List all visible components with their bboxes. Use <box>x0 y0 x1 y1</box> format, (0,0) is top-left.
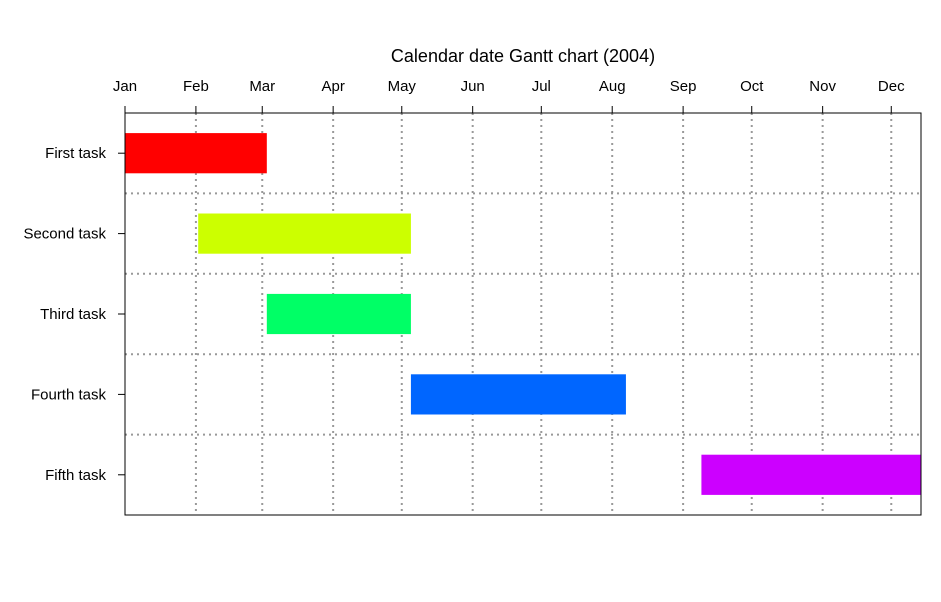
chart-title: Calendar date Gantt chart (2004) <box>391 46 655 66</box>
task-label: Fifth task <box>45 467 106 484</box>
task-label: Third task <box>40 306 106 323</box>
task-bars <box>125 133 921 495</box>
x-tick-label: Aug <box>599 78 626 95</box>
x-tick-label: May <box>388 78 417 95</box>
x-tick-label: Mar <box>249 78 275 95</box>
x-tick-label: Oct <box>740 78 764 95</box>
task-label: First task <box>45 145 106 162</box>
x-tick-label: Dec <box>878 78 905 95</box>
task-bar <box>701 454 921 495</box>
x-tick-label: Nov <box>809 78 836 95</box>
task-label: Second task <box>23 226 106 243</box>
x-tick-label: Jun <box>461 78 485 95</box>
task-bar <box>198 213 411 254</box>
x-tick-label: Feb <box>183 78 209 95</box>
x-tick-label: Jul <box>532 78 551 95</box>
y-axis: First task Second task Third task Fourth ta… <box>23 145 125 484</box>
x-tick-label: Sep <box>670 78 697 95</box>
task-bar <box>410 374 626 415</box>
x-axis: Jan Feb Mar Apr May Jun Jul Aug Sep Oct Nov Dec <box>113 78 905 113</box>
task-bar <box>266 293 411 335</box>
grid-lines <box>124 113 921 515</box>
x-tick-label: Apr <box>321 78 344 95</box>
task-bar <box>125 133 267 174</box>
x-tick-label: Jan <box>113 78 137 95</box>
task-label: Fourth task <box>31 386 107 403</box>
